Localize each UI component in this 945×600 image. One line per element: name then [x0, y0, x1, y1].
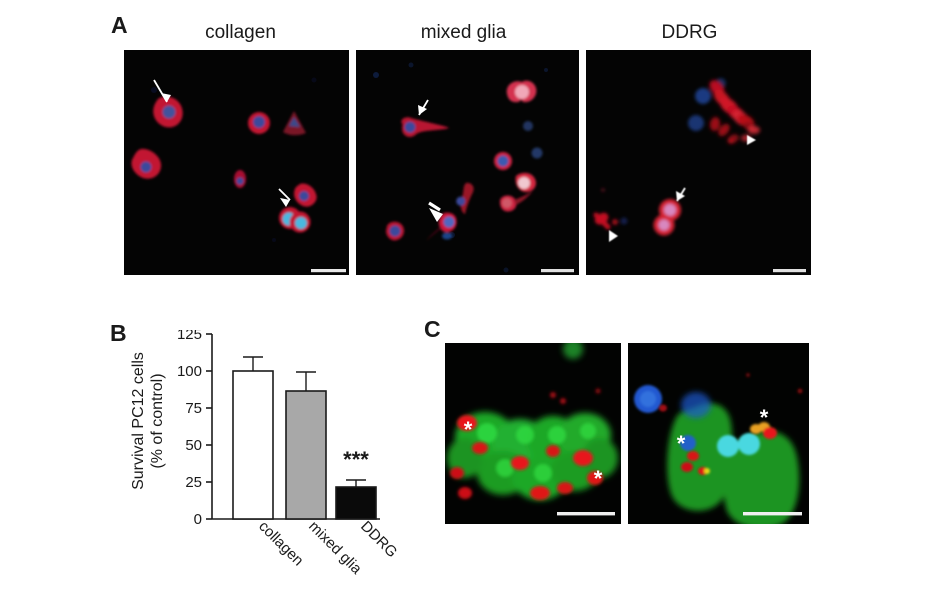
svg-text:25: 25 — [185, 474, 202, 491]
svg-text:*: * — [464, 417, 473, 442]
svg-text:mixed glia: mixed glia — [305, 518, 365, 578]
svg-text:125: 125 — [177, 330, 202, 343]
svg-text:100: 100 — [177, 363, 202, 380]
svg-text:*: * — [594, 466, 603, 491]
svg-text:50: 50 — [185, 437, 202, 454]
svg-text:DDRG: DDRG — [357, 518, 400, 561]
svg-text:***: *** — [343, 447, 369, 472]
svg-text:collagen: collagen — [255, 518, 307, 570]
svg-text:0: 0 — [194, 511, 202, 528]
svg-text:*: * — [677, 431, 686, 456]
svg-text:*: * — [760, 405, 769, 430]
svg-text:75: 75 — [185, 400, 202, 417]
